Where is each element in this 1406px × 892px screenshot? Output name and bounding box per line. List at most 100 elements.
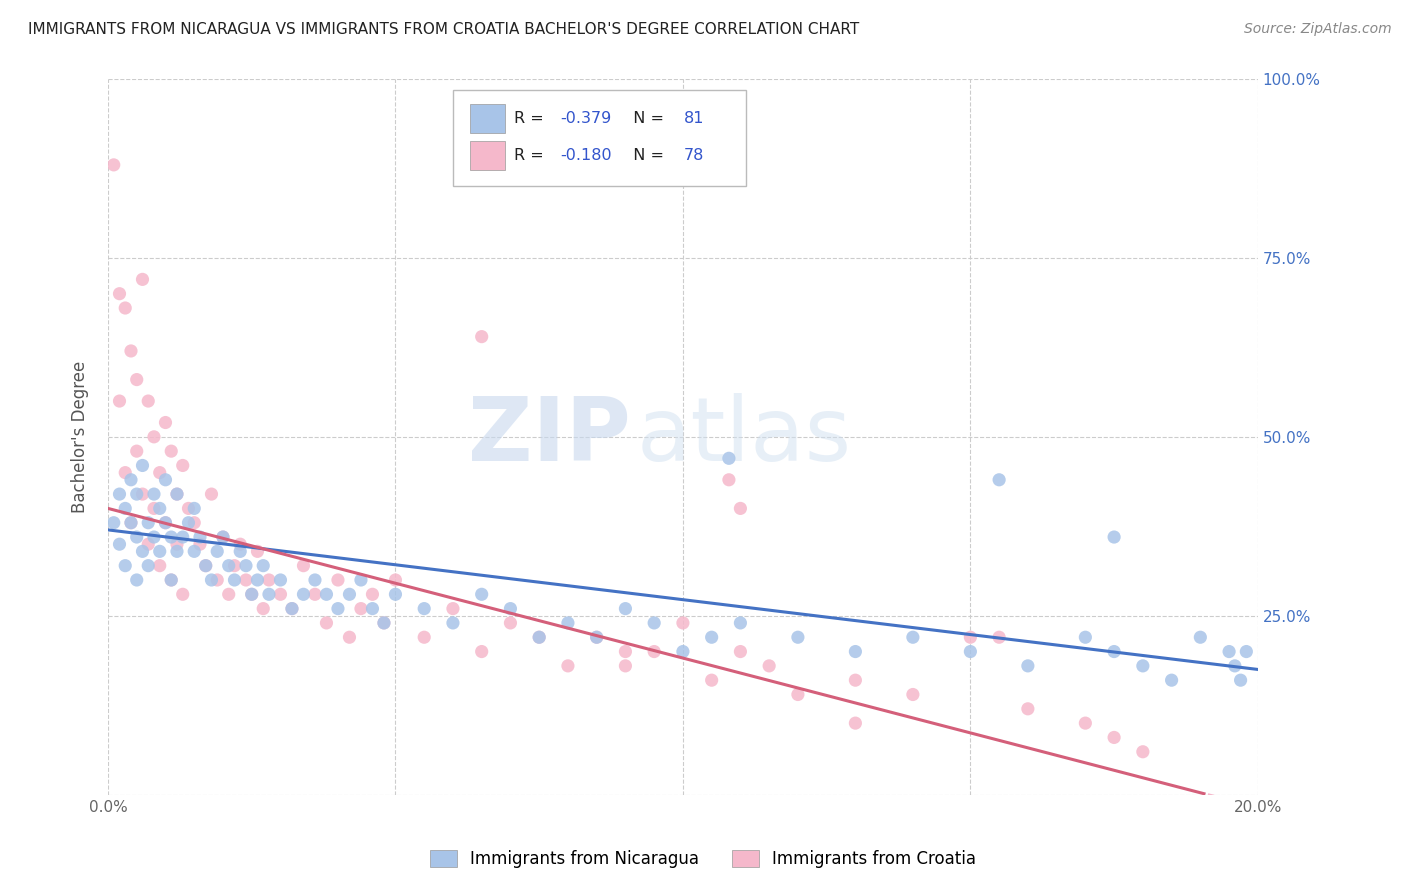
Point — [1223, 658, 1246, 673]
Point — [194, 558, 217, 573]
Point — [339, 630, 361, 644]
Point — [131, 458, 153, 473]
Point — [136, 558, 159, 573]
Point — [257, 587, 280, 601]
Point — [114, 466, 136, 480]
Point — [120, 516, 142, 530]
Text: ZIP: ZIP — [468, 393, 631, 480]
Point — [172, 587, 194, 601]
Point — [292, 587, 315, 601]
Point — [108, 394, 131, 409]
Point — [413, 601, 436, 615]
Point — [212, 530, 235, 544]
Point — [643, 615, 665, 630]
Point — [471, 329, 494, 343]
Text: -0.180: -0.180 — [560, 148, 612, 163]
Point — [252, 558, 274, 573]
Point — [131, 272, 153, 286]
Point — [557, 615, 579, 630]
Y-axis label: Bachelor's Degree: Bachelor's Degree — [72, 360, 89, 513]
Point — [557, 658, 579, 673]
Point — [200, 487, 222, 501]
Point — [136, 394, 159, 409]
Point — [1017, 658, 1039, 673]
Point — [143, 530, 166, 544]
Point — [1132, 745, 1154, 759]
Point — [1234, 644, 1257, 658]
Point — [304, 587, 326, 601]
Text: -0.379: -0.379 — [560, 111, 612, 126]
Point — [844, 716, 866, 731]
Point — [1102, 731, 1125, 745]
Point — [235, 573, 257, 587]
Point — [235, 558, 257, 573]
Point — [1189, 630, 1212, 644]
Point — [166, 544, 188, 558]
Point — [160, 573, 183, 587]
Point — [103, 158, 125, 172]
Point — [125, 487, 148, 501]
Point — [373, 615, 395, 630]
Point — [471, 644, 494, 658]
Point — [304, 573, 326, 587]
Point — [114, 558, 136, 573]
Point — [413, 630, 436, 644]
Point — [143, 487, 166, 501]
Point — [205, 544, 228, 558]
Point — [585, 630, 607, 644]
Point — [246, 544, 269, 558]
Point — [131, 487, 153, 501]
Point — [988, 473, 1011, 487]
Point — [672, 644, 695, 658]
Point — [730, 615, 752, 630]
Point — [1074, 630, 1097, 644]
Point — [177, 501, 200, 516]
Text: atlas: atlas — [637, 393, 852, 480]
Point — [326, 573, 349, 587]
Point — [1160, 673, 1182, 688]
Point — [269, 573, 291, 587]
Point — [108, 487, 131, 501]
Text: N =: N = — [623, 111, 669, 126]
Point — [959, 630, 981, 644]
Point — [166, 487, 188, 501]
Legend: Immigrants from Nicaragua, Immigrants from Croatia: Immigrants from Nicaragua, Immigrants fr… — [423, 843, 983, 875]
Point — [212, 530, 235, 544]
Bar — [470, 141, 505, 169]
Point — [252, 601, 274, 615]
Point — [281, 601, 304, 615]
Point — [188, 537, 211, 551]
Point — [988, 630, 1011, 644]
Point — [131, 544, 153, 558]
Point — [527, 630, 550, 644]
Point — [585, 630, 607, 644]
Text: Source: ZipAtlas.com: Source: ZipAtlas.com — [1244, 22, 1392, 37]
Point — [361, 587, 384, 601]
Point — [1017, 702, 1039, 716]
Point — [160, 530, 183, 544]
Point — [155, 473, 177, 487]
Point — [959, 644, 981, 658]
Point — [786, 630, 808, 644]
Point — [384, 587, 406, 601]
Point — [614, 644, 637, 658]
Bar — [470, 104, 505, 133]
Point — [166, 537, 188, 551]
Point — [1229, 673, 1251, 688]
Point — [384, 573, 406, 587]
Point — [155, 516, 177, 530]
Point — [155, 516, 177, 530]
Point — [149, 544, 172, 558]
Text: 81: 81 — [685, 111, 704, 126]
Point — [183, 516, 205, 530]
Point — [155, 416, 177, 430]
Point — [471, 587, 494, 601]
Point — [143, 430, 166, 444]
Point — [103, 516, 125, 530]
Point — [143, 501, 166, 516]
Point — [844, 644, 866, 658]
Point — [257, 573, 280, 587]
Point — [200, 573, 222, 587]
Point — [717, 473, 740, 487]
Point — [499, 615, 522, 630]
